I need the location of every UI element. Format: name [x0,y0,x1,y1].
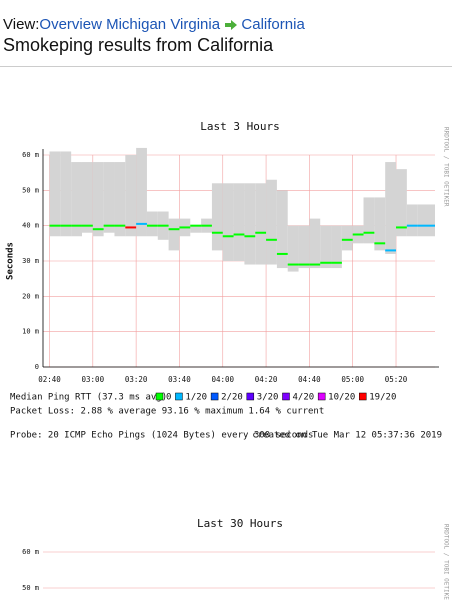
legend-label: 3/20 [257,393,279,403]
legend-swatch [175,392,183,401]
legend-swatch [317,392,326,401]
smoke [298,225,310,269]
legend-swatch [359,392,367,401]
smoke [385,162,397,254]
smoke [363,197,375,244]
y-tick-label: 30 m [22,257,39,265]
smoke [114,162,126,237]
smoke [428,204,435,237]
packet-loss: Packet Loss: 2.88 % average 93.16 % maxi… [10,407,324,417]
smoke [341,225,353,251]
legend-swatch [246,392,255,401]
x-tick-label: 04:00 [211,375,234,384]
legend-label: 0 [166,393,171,403]
link[interactable]: Virginia [170,16,221,33]
y-tick-label: 20 m [22,292,39,300]
smoke [201,218,212,233]
x-tick-label: 05:00 [341,375,364,384]
page-title: Smokeping results from California [3,35,274,55]
smoke [146,211,158,237]
x-tick-label: 05:20 [385,375,408,384]
smoke [233,183,245,261]
legend-title: Median Ping RTT (37.3 ms avg) [10,393,167,403]
y-tick-label: 0 [35,363,39,371]
y-tick-label: 40 m [22,222,39,230]
smoke [157,211,169,240]
y-tick-label: 50 m [22,584,39,592]
y-axis-label: Seconds [6,242,16,280]
smoke [374,197,386,251]
x-tick-label: 02:40 [38,375,61,384]
legend-label: 2/20 [221,393,243,403]
link[interactable]: Michigan [106,16,167,33]
x-tick-label: 03:20 [125,375,148,384]
legend-label: 10/20 [328,393,355,403]
chart-title: Last 3 Hours [200,120,279,133]
y-tick-label: 50 m [22,186,39,194]
legend-label: 4/20 [292,393,314,403]
breadcrumb: View:Overview Michigan Virginia Californ… [0,16,452,33]
chart-title: Last 30 Hours [197,517,283,530]
smoke [103,162,115,233]
smoke [49,151,61,237]
arrow-icon [225,20,238,31]
smoke [81,162,93,233]
smoke [136,147,147,237]
smoke [255,183,267,265]
smoke [168,218,180,251]
smoke [92,162,104,237]
y-tick-label: 60 m [22,151,39,159]
link[interactable]: Overview [39,16,102,33]
link[interactable]: California [241,16,305,33]
smoke [60,151,72,237]
smoke [352,225,364,244]
smoke [244,183,256,265]
smoke [331,225,342,269]
created: created on Tue Mar 12 05:37:36 2019 [252,431,442,441]
divider [0,66,452,67]
header: View:Overview Michigan Virginia Californ… [0,16,452,67]
x-tick-label: 04:40 [298,375,321,384]
smoke [179,218,191,237]
side-text: RRDTOOL / TOBI OETIKER [443,127,450,207]
legend-swatch [210,392,219,401]
smoke [287,225,299,272]
smoke [417,204,429,237]
smoke [71,162,82,237]
smoke [211,183,223,251]
x-tick-label: 04:20 [255,375,278,384]
smoke [309,218,321,269]
smoke [125,155,137,237]
y-tick-label: 60 m [22,548,39,556]
smoke [406,204,418,237]
legend-swatch [155,392,164,401]
smoke [190,225,202,233]
y-tick-label: 10 m [22,328,39,336]
probe: Probe: 20 ICMP Echo Pings (1024 Bytes) e… [10,431,313,441]
smoke [396,169,407,237]
legend-label: 1/20 [185,393,207,403]
smoke [266,179,277,265]
view-label: View: [3,16,40,33]
smoke [276,190,288,269]
smoke [222,183,234,261]
x-tick-label: 03:00 [82,375,105,384]
side-text: RRDTOOL / TOBI OETIKER [443,524,450,600]
legend-label: 19/20 [369,393,396,403]
smoke [320,225,332,269]
legend-swatch [282,392,290,401]
x-tick-label: 03:40 [168,375,191,384]
